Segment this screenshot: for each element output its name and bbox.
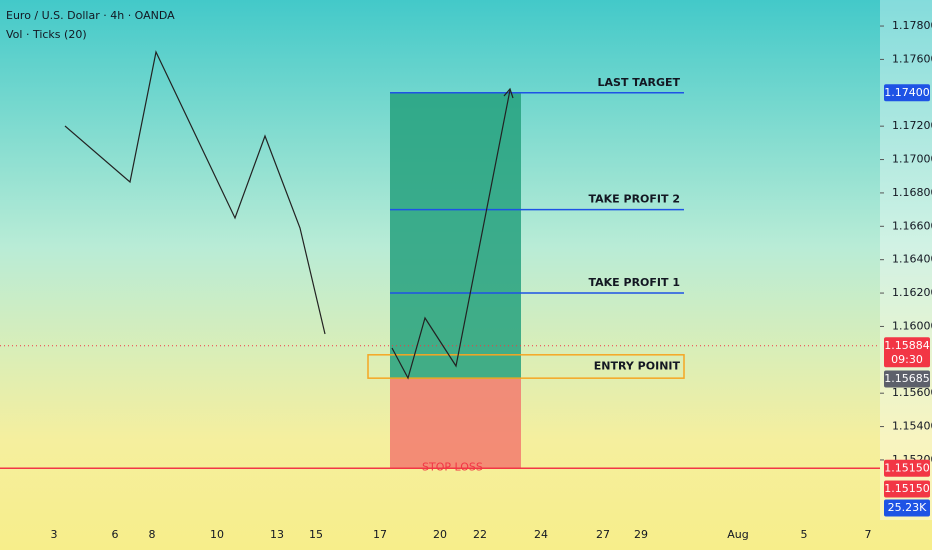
entry-zone bbox=[367, 354, 685, 379]
indicator: Vol · Ticks (20) bbox=[6, 28, 87, 41]
symbol: Euro / U.S. Dollar · 4h · OANDA bbox=[6, 9, 175, 22]
date-label: 5 bbox=[801, 528, 808, 541]
price-badge-label: 1.17400 bbox=[884, 86, 930, 99]
price-tick-label: 1.16200 bbox=[892, 286, 932, 299]
date-label: 13 bbox=[270, 528, 284, 541]
stop-label: STOP LOSS bbox=[422, 460, 483, 473]
price-tick-label: 1.15400 bbox=[892, 420, 932, 433]
date-label: 8 bbox=[149, 528, 156, 541]
date-label: 3 bbox=[51, 528, 58, 541]
projection-path bbox=[391, 89, 511, 380]
price-tick-label: 1.17200 bbox=[892, 119, 932, 132]
price-tick-label: 1.16000 bbox=[892, 319, 932, 332]
date-label: 7 bbox=[865, 528, 872, 541]
level-label: LAST TARGET bbox=[598, 76, 681, 89]
loss-zone bbox=[390, 379, 521, 469]
price-badge bbox=[884, 84, 930, 102]
date-label: 29 bbox=[634, 528, 648, 541]
price-tick-label: 1.15600 bbox=[892, 386, 932, 399]
price-badge bbox=[884, 337, 930, 368]
date-label: 22 bbox=[473, 528, 487, 541]
price-tick-label: 1.17800 bbox=[892, 19, 932, 32]
price-tick-label: 1.16800 bbox=[892, 186, 932, 199]
price-badge-label: 1.15150 bbox=[884, 461, 930, 474]
date-label: 24 bbox=[534, 528, 548, 541]
price-tick-label: 1.16400 bbox=[892, 253, 932, 266]
date-label: 6 bbox=[112, 528, 119, 541]
price-badge-label: 1.15884 bbox=[884, 339, 930, 352]
projection-arrow bbox=[503, 87, 514, 99]
date-label: Aug bbox=[727, 528, 748, 541]
price-tick-label: 1.17000 bbox=[892, 153, 932, 166]
badge bbox=[884, 480, 930, 498]
badge-label: 25.23K bbox=[888, 501, 927, 514]
level-label: TAKE PROFIT 2 bbox=[588, 193, 680, 206]
price-badge-label: 1.15685 bbox=[884, 372, 930, 385]
badge bbox=[884, 499, 930, 517]
entry-label: ENTRY POINIT bbox=[594, 359, 681, 372]
profit-zone bbox=[390, 92, 521, 380]
date-label: 15 bbox=[309, 528, 323, 541]
price-badge bbox=[884, 370, 930, 388]
date-label: 20 bbox=[433, 528, 447, 541]
price-tick-label: 1.17600 bbox=[892, 52, 932, 65]
date-label: 10 bbox=[210, 528, 224, 541]
date-label: 17 bbox=[373, 528, 387, 541]
price-badge bbox=[884, 459, 930, 477]
price-tick-label: 1.16600 bbox=[892, 219, 932, 232]
badge-label: 1.15150 bbox=[884, 482, 930, 495]
price-badge-sub: 09:30 bbox=[891, 353, 923, 366]
level-label: TAKE PROFIT 1 bbox=[588, 276, 680, 289]
analysis-zigzag bbox=[64, 50, 326, 335]
date-label: 27 bbox=[596, 528, 610, 541]
